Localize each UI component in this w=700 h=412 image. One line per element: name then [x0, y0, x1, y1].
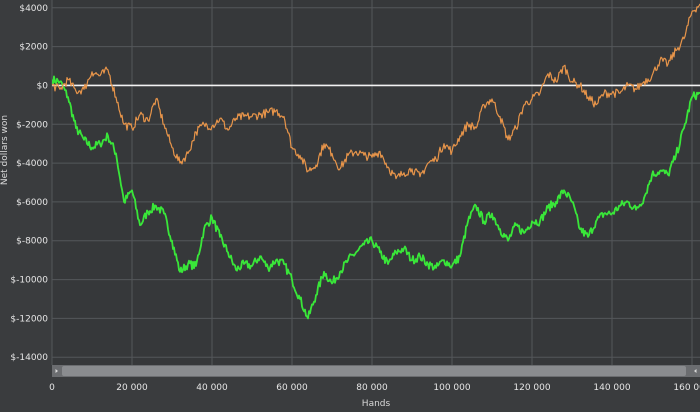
y-tick-label: $0 [37, 81, 49, 91]
x-axis-title: Hands [362, 399, 391, 409]
y-tick-label: $-12000 [10, 314, 48, 324]
series-line-orange [52, 3, 700, 180]
series-layer [52, 3, 700, 320]
x-tick-label: 60 000 [276, 383, 308, 393]
scrollbar-thumb[interactable] [62, 366, 686, 376]
x-tick-label: 0 [49, 383, 55, 393]
plot-area [52, 0, 700, 365]
y-axis-title: Net dollars won [0, 115, 10, 185]
x-tick-label: 140 000 [593, 383, 630, 393]
y-tick-label: $-10000 [10, 276, 48, 286]
x-tick-label: 80 000 [356, 383, 388, 393]
y-tick-label: $2000 [19, 43, 48, 53]
y-tick-label: $-2000 [16, 120, 48, 130]
x-tick-label: 120 000 [513, 383, 550, 393]
scroll-left-arrow-icon[interactable] [55, 369, 59, 373]
horizontal-scrollbar[interactable] [52, 365, 700, 377]
x-tick-label: 40 000 [196, 383, 228, 393]
x-tick-label: 20 000 [116, 383, 148, 393]
series-lines [52, 3, 700, 320]
y-axis-ticks: $4000 $2000 $0 $-2000 $-4000 $-6000 $-8000 $-10… [10, 4, 48, 363]
y-tick-label: $-4000 [16, 159, 48, 169]
y-tick-label: $-14000 [10, 353, 48, 363]
y-tick-label: $-6000 [16, 198, 48, 208]
x-tick-label: 160 000 [673, 383, 700, 393]
y-tick-label: $4000 [19, 4, 48, 14]
x-axis-ticks: 0 20 000 40 000 60 000 80 000 100 000 120 000 1… [49, 383, 700, 393]
series-line-green [52, 75, 700, 320]
x-tick-label: 100 000 [433, 383, 470, 393]
y-tick-label: $-8000 [16, 237, 48, 247]
grid-lines [51, 0, 700, 365]
scroll-right-arrow-icon[interactable] [694, 369, 697, 373]
